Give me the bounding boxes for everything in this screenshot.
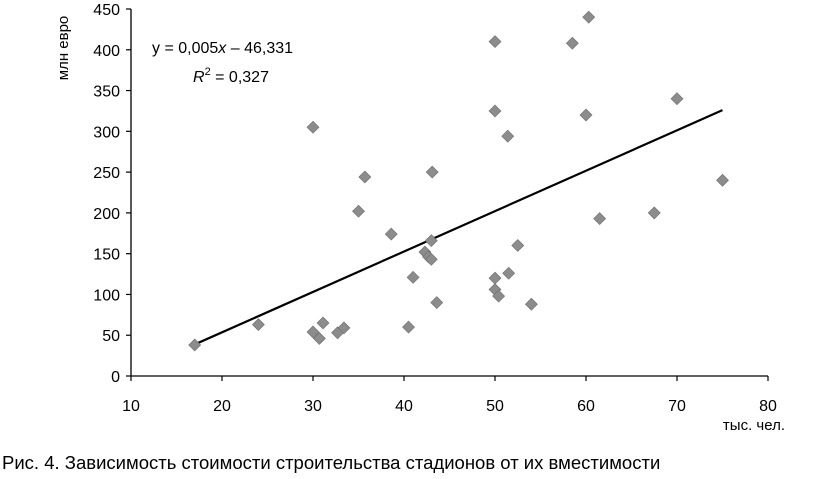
data-point [316, 316, 330, 330]
r-squared-label: R2 = 0,327 [193, 66, 269, 86]
data-point [492, 289, 506, 303]
x-tick-label: 50 [486, 398, 504, 415]
data-point [524, 297, 538, 311]
tick-labels: 0 50 100 150 200 250 300 350 400 450 10 20 30 40 50 60 7… [93, 2, 777, 415]
data-point [647, 206, 661, 220]
data-point [352, 204, 365, 218]
y-tick-label: 100 [93, 287, 120, 304]
x-tick-label: 70 [668, 398, 686, 415]
trendline [194, 109, 723, 346]
data-point [488, 271, 502, 285]
x-tick-label: 40 [395, 398, 413, 415]
data-point [488, 104, 502, 118]
equation-prefix: y = 0,005 [152, 40, 218, 57]
data-point [406, 270, 420, 284]
data-point [306, 120, 320, 134]
data-point [593, 212, 607, 226]
y-tick-label: 150 [93, 247, 120, 264]
trendline-equation: y = 0,005x – 46,331 [152, 40, 293, 57]
scatter-chart: 0 50 100 150 200 250 300 350 400 450 10 20 30 40 50 60 7… [55, 2, 785, 434]
y-tick-label: 400 [93, 43, 120, 60]
y-tick-label: 450 [93, 2, 120, 19]
x-tick-label: 80 [759, 398, 777, 415]
data-point [565, 36, 579, 50]
data-point [251, 318, 265, 332]
data-point [670, 92, 684, 106]
axes [126, 8, 769, 381]
data-point [579, 108, 593, 122]
r-squared-symbol: R [193, 69, 205, 86]
data-point [337, 321, 351, 335]
y-tick-label: 0 [111, 369, 120, 386]
data-point [424, 234, 438, 248]
y-tick-label: 50 [102, 328, 120, 345]
y-tick-label: 300 [93, 124, 120, 141]
r-squared-exponent: 2 [205, 66, 211, 78]
r-squared-value: = 0,327 [211, 69, 269, 86]
data-point [424, 252, 438, 266]
data-point [511, 239, 525, 252]
data-point [425, 165, 439, 179]
x-tick-label: 10 [122, 398, 140, 415]
x-tick-label: 20 [213, 398, 231, 415]
x-tick-label: 30 [304, 398, 322, 415]
figure-caption: Рис. 4. Зависимость стоимости строительс… [2, 452, 661, 473]
y-tick-label: 250 [93, 165, 120, 182]
data-point [430, 296, 444, 310]
x-axis-title: тыс. чел. [723, 417, 785, 434]
data-point [582, 10, 596, 24]
data-point [402, 320, 415, 334]
data-point [716, 173, 729, 187]
equation-suffix: – 46,331 [226, 40, 293, 57]
x-tick-label: 60 [577, 398, 595, 415]
data-point [501, 129, 515, 143]
y-tick-label: 200 [93, 206, 120, 223]
data-points [188, 10, 729, 352]
data-point [488, 35, 502, 49]
y-tick-label: 350 [93, 84, 120, 101]
data-point [358, 170, 372, 184]
trendline-line [194, 109, 723, 346]
equation-variable: x [217, 40, 227, 57]
data-point [312, 332, 326, 345]
data-point [502, 266, 516, 280]
data-point [188, 338, 202, 352]
data-point [306, 325, 320, 339]
data-point [384, 227, 398, 241]
y-axis-title: млн евро [55, 16, 72, 81]
